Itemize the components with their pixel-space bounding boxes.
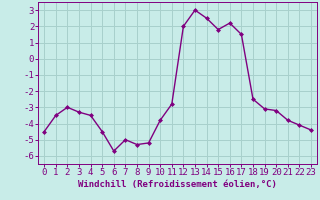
X-axis label: Windchill (Refroidissement éolien,°C): Windchill (Refroidissement éolien,°C) <box>78 180 277 189</box>
